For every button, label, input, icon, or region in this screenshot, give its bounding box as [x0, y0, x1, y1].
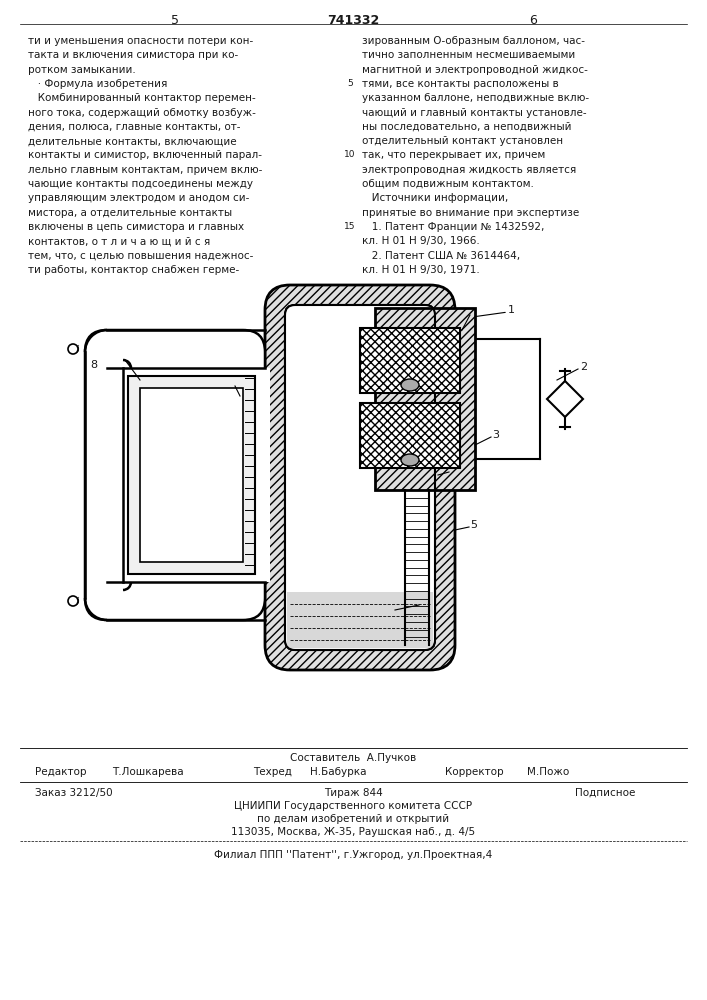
- Text: 4: 4: [468, 308, 475, 318]
- Text: кл. Н 01 Н 9/30, 1971.: кл. Н 01 Н 9/30, 1971.: [362, 265, 480, 275]
- Text: 113035, Москва, Ж-35, Раушская наб., д. 4/5: 113035, Москва, Ж-35, Раушская наб., д. …: [231, 827, 475, 837]
- Text: 7: 7: [420, 598, 427, 608]
- Text: так, что перекрывает их, причем: так, что перекрывает их, причем: [362, 150, 545, 160]
- Text: зированным О-образным баллоном, час-: зированным О-образным баллоном, час-: [362, 36, 585, 46]
- Text: 6: 6: [529, 14, 537, 27]
- FancyBboxPatch shape: [285, 305, 435, 650]
- Text: отделительный контакт установлен: отделительный контакт установлен: [362, 136, 563, 146]
- Circle shape: [68, 596, 78, 606]
- Bar: [128, 376, 255, 574]
- Text: принятые во внимание при экспертизе: принятые во внимание при экспертизе: [362, 208, 579, 218]
- Text: 5: 5: [171, 14, 179, 27]
- Ellipse shape: [401, 454, 419, 466]
- Bar: [123, 368, 270, 582]
- Text: Техред: Техред: [253, 767, 292, 777]
- Text: тями, все контакты расположены в: тями, все контакты расположены в: [362, 79, 559, 89]
- Text: Ø: Ø: [71, 345, 78, 355]
- Text: тично заполненным несмешиваемыми: тично заполненным несмешиваемыми: [362, 50, 575, 60]
- Text: делительные контакты, включающие: делительные контакты, включающие: [28, 136, 237, 146]
- Text: Составитель  А.Пучков: Составитель А.Пучков: [290, 753, 416, 763]
- Text: лельно главным контактам, причем вклю-: лельно главным контактам, причем вклю-: [28, 165, 262, 175]
- Text: 1: 1: [508, 305, 515, 315]
- Text: 9: 9: [243, 391, 250, 401]
- Text: Филиал ППП ''Патент'', г.Ужгород, ул.Проектная,4: Филиал ППП ''Патент'', г.Ужгород, ул.Про…: [214, 850, 492, 860]
- Bar: [360, 403, 460, 468]
- Text: ротком замыкании.: ротком замыкании.: [28, 65, 136, 75]
- Text: Подписное: Подписное: [575, 788, 636, 798]
- Text: · Формула изобретения: · Формула изобретения: [28, 79, 168, 89]
- Text: ти работы, контактор снабжен герме-: ти работы, контактор снабжен герме-: [28, 265, 239, 275]
- FancyBboxPatch shape: [85, 330, 265, 620]
- Text: М.Пожо: М.Пожо: [527, 767, 569, 777]
- Text: мистора, а отделительные контакты: мистора, а отделительные контакты: [28, 208, 232, 218]
- Text: контакты и симистор, включенный парал-: контакты и симистор, включенный парал-: [28, 150, 262, 160]
- Text: 2. Патент США № 3614464,: 2. Патент США № 3614464,: [362, 250, 520, 260]
- Text: Корректор: Корректор: [445, 767, 503, 777]
- Text: такта и включения симистора при ко-: такта и включения симистора при ко-: [28, 50, 238, 60]
- Text: ного тока, содержащий обмотку возбуж-: ного тока, содержащий обмотку возбуж-: [28, 107, 256, 117]
- Text: Н.Бабурка: Н.Бабурка: [310, 767, 366, 777]
- Text: кл. Н 01 Н 9/30, 1966.: кл. Н 01 Н 9/30, 1966.: [362, 236, 480, 246]
- Bar: [287, 592, 433, 648]
- Text: общим подвижным контактом.: общим подвижным контактом.: [362, 179, 534, 189]
- Text: Заказ 3212/50: Заказ 3212/50: [35, 788, 112, 798]
- Text: 1. Патент Франции № 1432592,: 1. Патент Франции № 1432592,: [362, 222, 544, 232]
- Text: управляющим электродом и анодом си-: управляющим электродом и анодом си-: [28, 193, 250, 203]
- Bar: [375, 308, 475, 490]
- Text: тем, что, с целью повышения надежнос-: тем, что, с целью повышения надежнос-: [28, 250, 253, 260]
- Text: 8: 8: [143, 375, 150, 385]
- Text: ЦНИИПИ Государственного комитета СССР: ЦНИИПИ Государственного комитета СССР: [234, 801, 472, 811]
- Text: Т.Лошкарева: Т.Лошкарева: [112, 767, 184, 777]
- Circle shape: [68, 344, 78, 354]
- Text: 3: 3: [492, 430, 499, 440]
- Text: ти и уменьшения опасности потери кон-: ти и уменьшения опасности потери кон-: [28, 36, 253, 46]
- Text: 15: 15: [344, 222, 356, 231]
- FancyBboxPatch shape: [285, 305, 435, 650]
- Text: 6: 6: [450, 465, 457, 475]
- Text: электропроводная жидкость является: электропроводная жидкость является: [362, 165, 576, 175]
- Text: контактов, о т л и ч а ю щ и й с я: контактов, о т л и ч а ю щ и й с я: [28, 236, 210, 246]
- Bar: [375, 308, 475, 490]
- Text: Комбинированный контактор перемен-: Комбинированный контактор перемен-: [28, 93, 256, 103]
- FancyBboxPatch shape: [265, 285, 455, 670]
- Text: ны последовательно, а неподвижный: ны последовательно, а неподвижный: [362, 122, 571, 132]
- Text: Редактор: Редактор: [35, 767, 86, 777]
- Text: Источники информации,: Источники информации,: [362, 193, 508, 203]
- Text: включены в цепь симистора и главных: включены в цепь симистора и главных: [28, 222, 244, 232]
- Text: чающие контакты подсоединены между: чающие контакты подсоединены между: [28, 179, 253, 189]
- Text: 5: 5: [347, 79, 353, 88]
- Bar: [360, 328, 460, 393]
- Text: 2: 2: [580, 362, 587, 372]
- Text: чающий и главный контакты установле-: чающий и главный контакты установле-: [362, 107, 587, 117]
- Text: магнитной и электропроводной жидкос-: магнитной и электропроводной жидкос-: [362, 65, 588, 75]
- Text: Тираж 844: Тираж 844: [324, 788, 382, 798]
- Text: 10: 10: [344, 150, 356, 159]
- Bar: [140, 388, 243, 562]
- Text: Ø: Ø: [71, 597, 78, 607]
- Text: 8: 8: [90, 360, 97, 370]
- Polygon shape: [547, 381, 583, 417]
- Text: 741332: 741332: [327, 14, 379, 27]
- Text: по делам изобретений и открытий: по делам изобретений и открытий: [257, 814, 449, 824]
- Text: 5: 5: [470, 520, 477, 530]
- Text: 9: 9: [130, 381, 137, 391]
- Text: указанном баллоне, неподвижные вклю-: указанном баллоне, неподвижные вклю-: [362, 93, 589, 103]
- Ellipse shape: [401, 379, 419, 391]
- Text: дения, полюса, главные контакты, от-: дения, полюса, главные контакты, от-: [28, 122, 240, 132]
